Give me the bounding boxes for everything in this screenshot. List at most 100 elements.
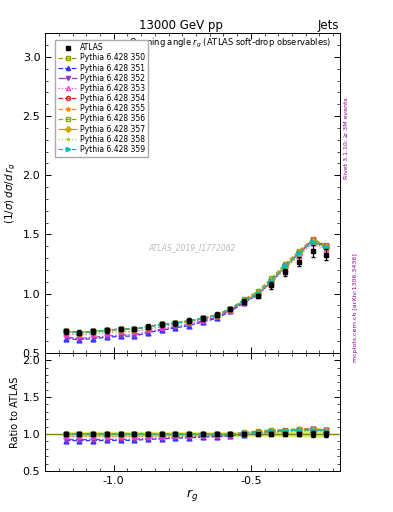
Pythia 6.428 350 [160, 321, 164, 327]
Line: Pythia 6.428 359: Pythia 6.428 359 [63, 239, 329, 335]
Pythia 6.428 350 [200, 315, 205, 322]
Pythia 6.428 353 [146, 326, 151, 332]
Pythia 6.428 354 [105, 327, 109, 333]
Pythia 6.428 352 [324, 243, 329, 249]
Pythia 6.428 359 [242, 297, 246, 304]
Pythia 6.428 359 [63, 328, 68, 334]
Pythia 6.428 350 [173, 320, 178, 326]
Pythia 6.428 352 [63, 334, 68, 340]
Pythia 6.428 352 [91, 334, 95, 340]
Pythia 6.428 354 [118, 326, 123, 332]
Pythia 6.428 353 [283, 266, 287, 272]
Pythia 6.428 356 [269, 278, 274, 284]
Pythia 6.428 354 [160, 321, 164, 327]
Pythia 6.428 355 [105, 327, 109, 333]
Pythia 6.428 350 [242, 296, 246, 303]
Pythia 6.428 350 [91, 328, 95, 334]
Pythia 6.428 350 [77, 330, 82, 336]
Text: Opening angle $r_g$ (ATLAS soft-drop observables): Opening angle $r_g$ (ATLAS soft-drop obs… [129, 36, 331, 50]
Pythia 6.428 359 [296, 250, 301, 257]
Pythia 6.428 350 [255, 288, 260, 294]
Pythia 6.428 356 [200, 315, 205, 322]
Pythia 6.428 350 [269, 275, 274, 281]
Pythia 6.428 351 [214, 315, 219, 322]
Pythia 6.428 357 [160, 321, 164, 327]
Pythia 6.428 354 [200, 315, 205, 322]
Pythia 6.428 359 [118, 326, 123, 332]
Pythia 6.428 350 [105, 327, 109, 333]
Text: mcplots.cern.ch [arXiv:1306.3436]: mcplots.cern.ch [arXiv:1306.3436] [353, 253, 358, 361]
Text: 13000 GeV pp: 13000 GeV pp [139, 19, 223, 32]
Pythia 6.428 353 [242, 299, 246, 305]
Pythia 6.428 358 [296, 252, 301, 259]
Pythia 6.428 351 [160, 327, 164, 333]
Pythia 6.428 356 [132, 326, 137, 332]
Pythia 6.428 353 [324, 246, 329, 252]
Pythia 6.428 358 [255, 292, 260, 298]
Pythia 6.428 351 [118, 333, 123, 339]
Pythia 6.428 356 [77, 330, 82, 336]
Pythia 6.428 356 [146, 324, 151, 330]
Line: Pythia 6.428 354: Pythia 6.428 354 [63, 239, 329, 335]
Pythia 6.428 354 [146, 324, 151, 330]
Pythia 6.428 351 [200, 319, 205, 325]
Pythia 6.428 359 [173, 320, 178, 326]
Pythia 6.428 353 [310, 240, 315, 246]
Pythia 6.428 350 [146, 324, 151, 330]
Pythia 6.428 351 [269, 279, 274, 285]
Pythia 6.428 354 [242, 297, 246, 304]
Line: Pythia 6.428 353: Pythia 6.428 353 [63, 240, 329, 337]
Pythia 6.428 357 [269, 278, 274, 284]
Pythia 6.428 353 [105, 330, 109, 336]
Pythia 6.428 355 [200, 315, 205, 322]
Pythia 6.428 350 [310, 236, 315, 242]
Pythia 6.428 358 [63, 330, 68, 336]
Pythia 6.428 357 [118, 326, 123, 332]
Pythia 6.428 359 [146, 324, 151, 330]
Pythia 6.428 353 [187, 319, 191, 325]
Pythia 6.428 358 [118, 326, 123, 332]
Pythia 6.428 358 [91, 330, 95, 336]
Line: Pythia 6.428 356: Pythia 6.428 356 [63, 239, 329, 335]
Pythia 6.428 355 [255, 290, 260, 296]
Pythia 6.428 352 [146, 328, 151, 334]
Pythia 6.428 357 [63, 328, 68, 334]
Pythia 6.428 358 [214, 312, 219, 318]
Pythia 6.428 352 [214, 314, 219, 321]
Pythia 6.428 352 [187, 321, 191, 327]
Pythia 6.428 351 [63, 335, 68, 342]
Pythia 6.428 352 [296, 250, 301, 257]
Pythia 6.428 357 [173, 320, 178, 326]
Pythia 6.428 350 [228, 306, 233, 312]
X-axis label: $r_g$: $r_g$ [186, 487, 199, 503]
Pythia 6.428 351 [173, 325, 178, 331]
Pythia 6.428 356 [255, 290, 260, 296]
Pythia 6.428 356 [296, 250, 301, 257]
Pythia 6.428 352 [77, 335, 82, 342]
Pythia 6.428 359 [200, 315, 205, 322]
Line: Pythia 6.428 350: Pythia 6.428 350 [63, 237, 329, 335]
Pythia 6.428 352 [269, 279, 274, 285]
Pythia 6.428 358 [269, 280, 274, 286]
Pythia 6.428 350 [296, 248, 301, 254]
Pythia 6.428 352 [255, 292, 260, 298]
Pythia 6.428 350 [283, 261, 287, 267]
Pythia 6.428 355 [214, 312, 219, 318]
Line: Pythia 6.428 351: Pythia 6.428 351 [63, 238, 329, 342]
Pythia 6.428 355 [118, 326, 123, 332]
Pythia 6.428 355 [283, 263, 287, 269]
Pythia 6.428 351 [296, 250, 301, 257]
Pythia 6.428 351 [255, 292, 260, 298]
Pythia 6.428 356 [160, 321, 164, 327]
Pythia 6.428 354 [283, 263, 287, 269]
Pythia 6.428 353 [214, 313, 219, 319]
Pythia 6.428 359 [324, 244, 329, 250]
Pythia 6.428 358 [242, 299, 246, 305]
Pythia 6.428 355 [242, 297, 246, 304]
Pythia 6.428 354 [214, 312, 219, 318]
Pythia 6.428 359 [160, 321, 164, 327]
Pythia 6.428 351 [105, 334, 109, 340]
Pythia 6.428 351 [283, 263, 287, 269]
Pythia 6.428 354 [132, 326, 137, 332]
Pythia 6.428 359 [91, 328, 95, 334]
